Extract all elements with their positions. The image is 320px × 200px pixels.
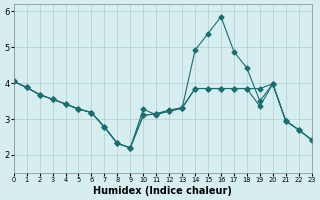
X-axis label: Humidex (Indice chaleur): Humidex (Indice chaleur): [93, 186, 232, 196]
